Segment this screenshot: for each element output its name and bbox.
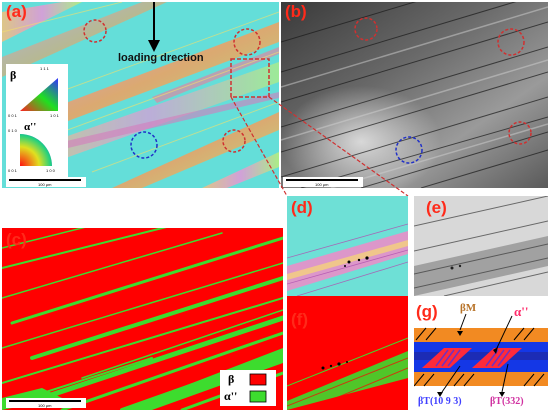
phase-zoom-image — [287, 296, 408, 410]
alpha-ipf-quadrant — [20, 134, 52, 166]
twin-schematic — [414, 313, 548, 397]
beta-ipf-triangle — [20, 78, 58, 111]
marker-circle-red — [354, 17, 378, 41]
alpha-q-right-label: 1 0 0 — [46, 168, 55, 173]
scale-bar-text-c: 100 μm — [38, 403, 52, 408]
scale-bar-a — [6, 177, 86, 187]
beta-m-label: βM — [460, 302, 477, 314]
alpha-symbol: α'' — [24, 121, 37, 133]
marker-circle-blue — [395, 136, 423, 164]
beta-t-1093-label: βT(10 9 3) — [418, 396, 462, 407]
panel-label-e: (e) — [426, 198, 447, 217]
panel-b-micrograph: (b) 100 μm — [281, 2, 548, 188]
panel-label-b: (b) — [285, 2, 307, 21]
beta-tri-top-label: 1 1 1 — [40, 66, 49, 71]
marker-circle-red — [222, 129, 246, 153]
micrograph-image-b — [281, 2, 548, 188]
scale-bar-text-b: 100 μm — [315, 182, 329, 187]
scale-bar-b — [283, 177, 363, 187]
beta-symbol: β — [10, 68, 17, 82]
marker-circle-red — [83, 19, 107, 43]
ipf-map-image — [2, 2, 279, 188]
phase-legend-box — [220, 370, 276, 406]
twin-lamella — [422, 348, 472, 368]
alpha-phase-label: α'' — [224, 389, 238, 403]
panel-d-ipf-zoom: (d) — [287, 196, 408, 296]
alpha-q-left-label: 0 0 1 — [8, 168, 17, 173]
marker-circle-blue — [130, 131, 158, 159]
beta-t-332-label: βT(332) — [490, 396, 524, 407]
beta-tri-right-label: 1 0 1 — [50, 113, 59, 118]
beta-phase-swatch — [249, 373, 267, 386]
panel-label-c: (c) — [6, 230, 27, 249]
ipf-zoom-image — [287, 196, 408, 296]
scale-bar-line-a — [9, 179, 81, 181]
panel-label-a: (a) — [6, 2, 27, 21]
scale-bar-line-c — [9, 400, 81, 402]
schematic-alpha-label: α'' — [514, 304, 529, 319]
panel-label-f: (f) — [291, 310, 308, 329]
loading-direction-label: loading drection — [118, 52, 204, 64]
marker-circle-red — [497, 28, 525, 56]
marker-circle-red — [233, 28, 261, 56]
scale-bar-c — [6, 398, 86, 408]
twin-lamella — [472, 348, 522, 368]
beta-tri-left-label: 0 0 1 — [8, 113, 17, 118]
phase-map-image — [2, 228, 283, 410]
micrograph-zoom-image — [414, 196, 548, 296]
alpha-phase-swatch — [249, 390, 267, 403]
ipf-color-key: β 1 1 1 0 0 1 1 0 1 α'' 0 1 0 0 0 1 1 0 … — [6, 64, 68, 180]
marker-circle-red — [508, 121, 532, 145]
panel-f-phase-zoom: (f) — [287, 296, 408, 410]
scale-bar-text-a: 100 μm — [38, 182, 52, 187]
panel-a-ipf-map: (a) loading drection β 1 1 1 — [2, 2, 279, 188]
panel-label-g: (g) — [416, 302, 438, 321]
panel-label-d: (d) — [291, 198, 313, 217]
alpha-q-top-label: 0 1 0 — [8, 128, 17, 133]
zoom-region-box — [230, 58, 270, 98]
scale-bar-line-b — [286, 179, 358, 181]
beta-phase-label: β — [228, 372, 235, 386]
loading-arrow-head — [148, 40, 160, 52]
panel-c-phase-map: (c) β α'' 100 μm — [2, 228, 283, 410]
panel-e-micrograph-zoom: (e) — [414, 196, 548, 296]
panel-g-schematic: (g) βM α'' βT(10 9 3) βT(332) — [414, 300, 548, 412]
